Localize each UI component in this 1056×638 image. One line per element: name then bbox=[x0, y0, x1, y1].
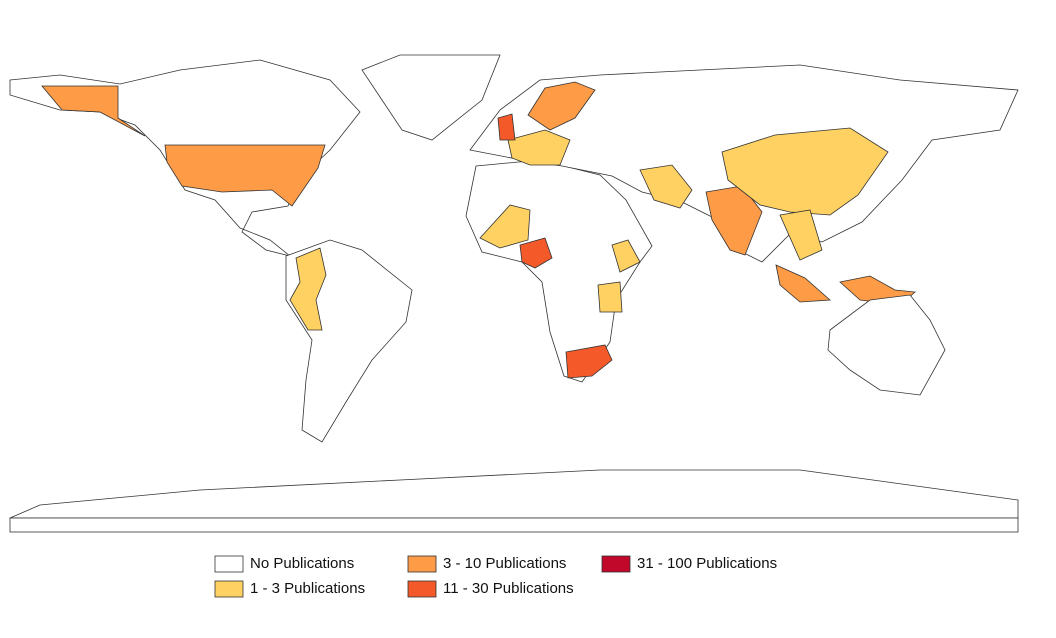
colombia-peru bbox=[289, 247, 327, 331]
legend-label: 11 - 30 Publications bbox=[443, 580, 574, 597]
mali bbox=[479, 204, 531, 249]
europe bbox=[507, 129, 571, 166]
southeast-asia bbox=[779, 209, 823, 261]
australia bbox=[827, 294, 946, 396]
united-kingdom bbox=[497, 113, 516, 141]
legend-swatch bbox=[214, 580, 244, 598]
legend-label: 31 - 100 Publications bbox=[637, 555, 777, 572]
greenland bbox=[361, 54, 501, 141]
legend-swatch bbox=[601, 555, 631, 573]
ethiopia bbox=[611, 239, 641, 273]
legend-swatch bbox=[407, 580, 437, 598]
antarctica bbox=[9, 469, 1019, 519]
nigeria bbox=[519, 237, 553, 269]
legend-label: No Publications bbox=[250, 555, 354, 572]
china bbox=[721, 127, 889, 216]
africa bbox=[465, 159, 653, 383]
indonesia bbox=[775, 264, 831, 303]
scandinavia bbox=[527, 81, 596, 131]
usa bbox=[164, 144, 326, 207]
world-map bbox=[9, 54, 1019, 533]
legend-swatch bbox=[407, 555, 437, 573]
alaska bbox=[41, 85, 146, 137]
legend: No Publications 1 - 3 Publications 3 - 10 … bbox=[214, 555, 777, 598]
south-africa bbox=[565, 344, 613, 379]
map-frame-bottom bbox=[9, 517, 1019, 533]
legend-label: 1 - 3 Publications bbox=[250, 580, 365, 597]
legend-label: 3 - 10 Publications bbox=[443, 555, 566, 572]
tanzania bbox=[597, 281, 623, 313]
iran bbox=[639, 164, 693, 209]
legend-swatch bbox=[214, 555, 244, 573]
